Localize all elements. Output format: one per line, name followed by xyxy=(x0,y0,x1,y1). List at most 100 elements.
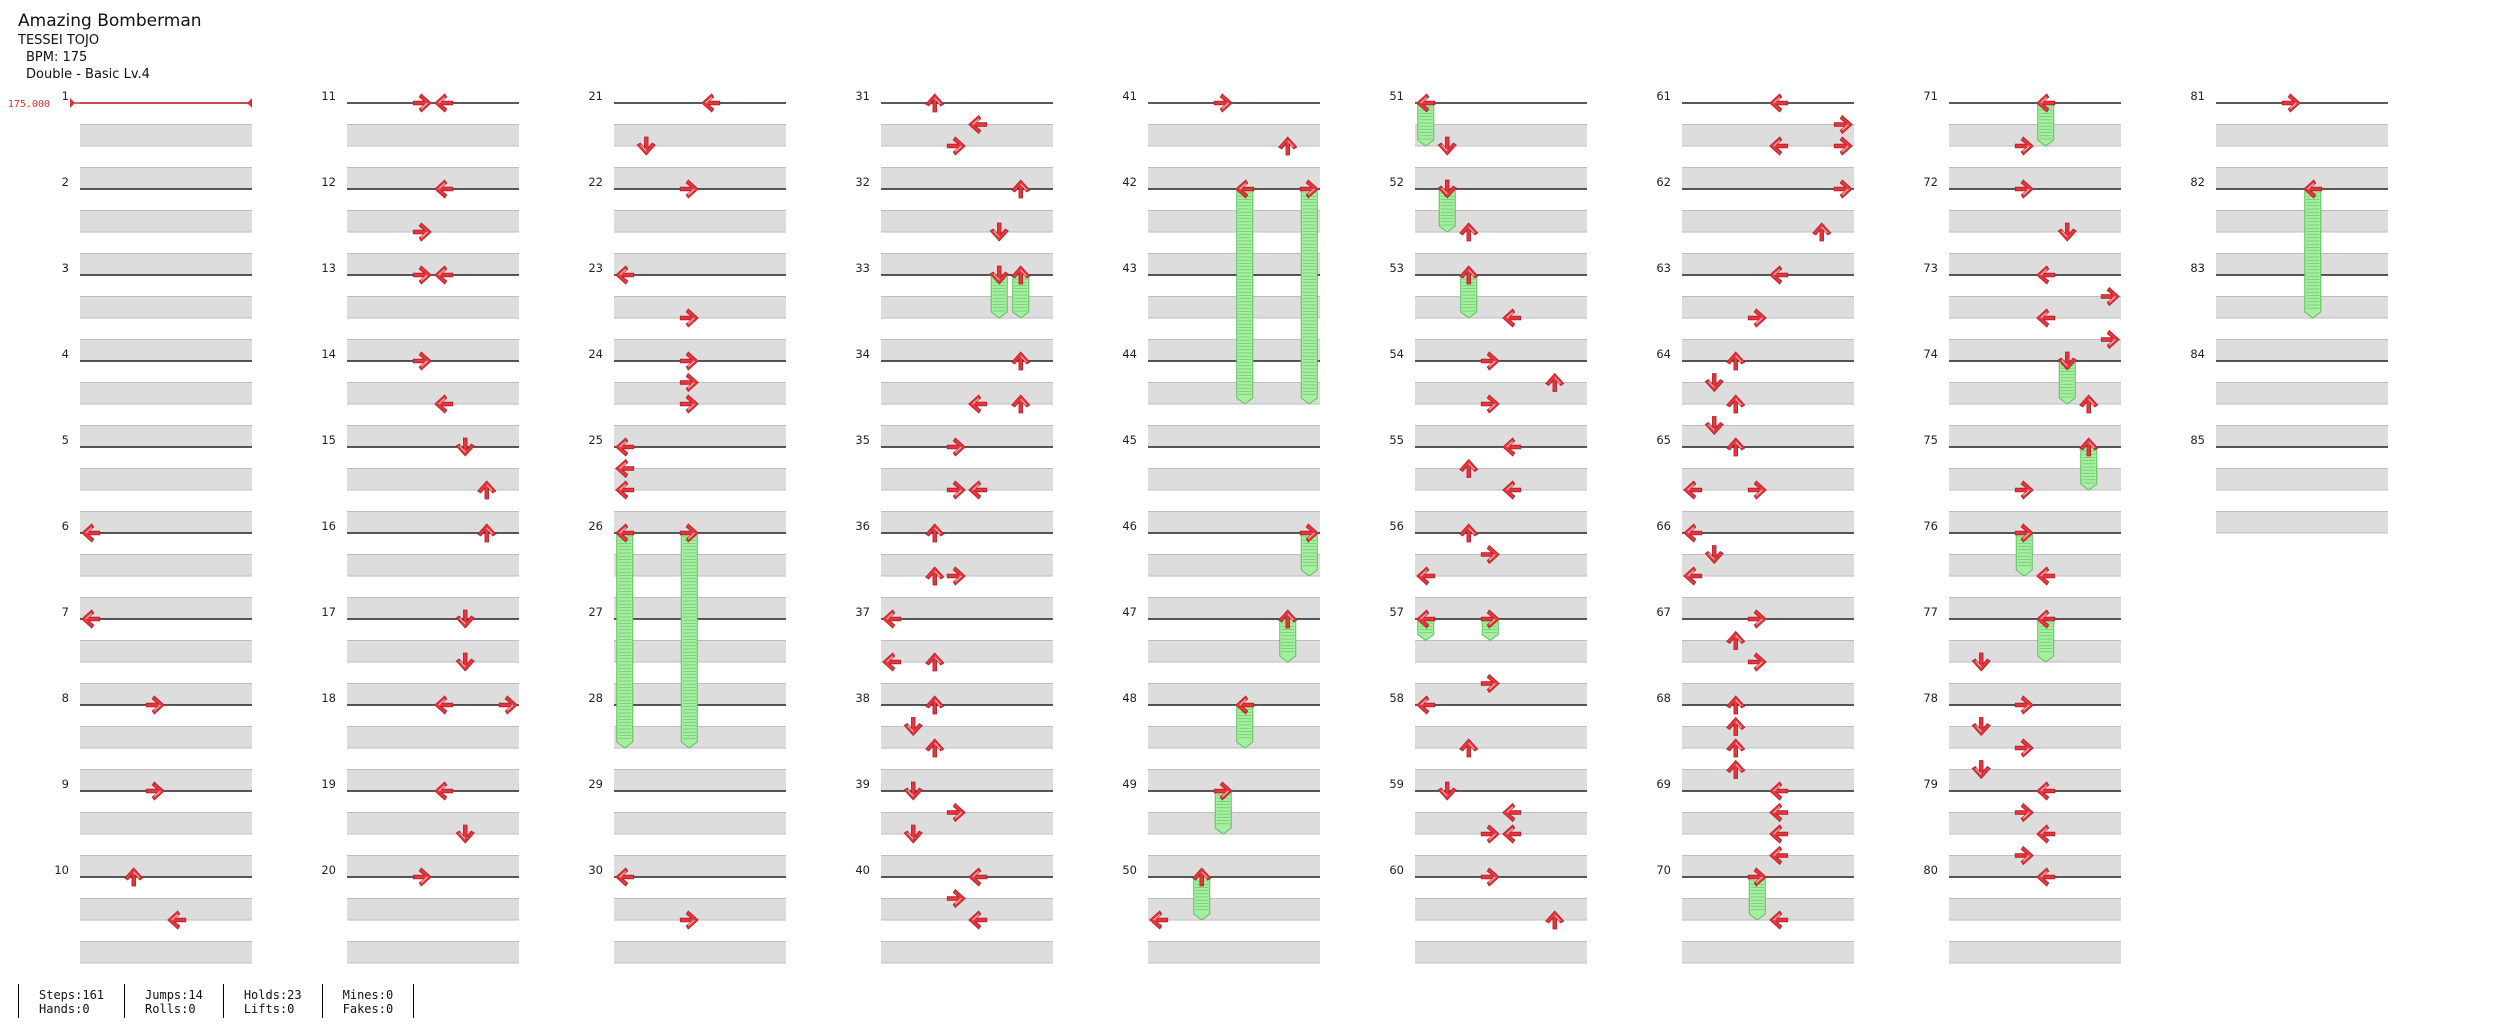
arrow-note-right-icon xyxy=(946,888,966,909)
arrow-note-left-icon xyxy=(2036,781,2056,801)
arrow-note-left-icon xyxy=(1769,93,1789,113)
measure-staff xyxy=(80,274,252,362)
arrow-note-right-icon xyxy=(1833,114,1853,135)
measure-staff xyxy=(347,188,519,276)
arrow-note-left-icon xyxy=(434,93,454,113)
stat-mines: Mines:0 xyxy=(342,988,394,1002)
measure-staff xyxy=(1148,790,1320,878)
arrow-note-up-icon xyxy=(1545,910,1565,930)
measure-number: 85 xyxy=(2190,433,2205,447)
arrow-note-right-icon xyxy=(2100,286,2120,307)
arrow-note-left-icon xyxy=(167,910,187,930)
arrow-note-right-icon xyxy=(1213,781,1233,801)
measure-staff xyxy=(1682,618,1854,706)
stat-jumps: Jumps:14 xyxy=(145,988,203,1002)
stat-steps: Steps:161 xyxy=(39,988,105,1002)
measure-staff xyxy=(1148,704,1320,792)
measure-staff xyxy=(1682,876,1854,964)
arrow-note-right-icon xyxy=(412,222,432,242)
arrow-note-left-icon xyxy=(1235,695,1255,715)
measure-number: 72 xyxy=(1923,175,1938,189)
arrow-note-left-icon xyxy=(1416,566,1436,586)
arrow-note-right-icon xyxy=(1747,480,1767,500)
arrow-note-left-icon xyxy=(2036,609,2056,629)
arrow-note-down-icon xyxy=(1971,652,1991,672)
arrow-note-down-icon xyxy=(455,824,475,844)
song-bpm: BPM: 175 xyxy=(26,50,88,65)
arrow-note-right-icon xyxy=(145,781,165,801)
arrow-note-left-icon xyxy=(434,265,454,285)
arrow-note-down-icon xyxy=(903,717,923,737)
measure-number: 73 xyxy=(1923,261,1938,275)
arrow-note-down-icon xyxy=(455,652,475,672)
arrow-note-right-icon xyxy=(2100,329,2120,350)
arrow-note-left-icon xyxy=(434,781,454,801)
measure-staff xyxy=(1682,360,1854,448)
measure-number: 26 xyxy=(588,519,603,533)
measure-number: 13 xyxy=(321,261,336,275)
measure-number: 16 xyxy=(321,519,336,533)
measure-number: 34 xyxy=(855,347,870,361)
measure-number: 67 xyxy=(1656,605,1671,619)
measure-number: 12 xyxy=(321,175,336,189)
measure-number: 6 xyxy=(62,519,69,533)
song-title: Amazing Bomberman xyxy=(18,11,202,31)
measure-number: 78 xyxy=(1923,691,1938,705)
arrow-note-right-icon xyxy=(1299,179,1319,199)
measure-staff xyxy=(1949,274,2121,362)
measure-staff xyxy=(80,532,252,620)
arrow-note-left-icon xyxy=(1683,480,1703,500)
arrow-note-right-icon xyxy=(1480,867,1500,887)
measure-number: 55 xyxy=(1389,433,1404,447)
arrow-note-up-icon xyxy=(1726,738,1746,758)
arrow-note-right-icon xyxy=(2014,179,2034,199)
measure-number: 54 xyxy=(1389,347,1404,361)
measure-number: 18 xyxy=(321,691,336,705)
arrow-note-up-icon xyxy=(1278,136,1298,156)
measure-number: 82 xyxy=(2190,175,2205,189)
measure-staff xyxy=(80,618,252,706)
arrow-note-left-icon xyxy=(615,437,635,457)
arrow-note-down-icon xyxy=(1437,781,1457,801)
measure-number: 14 xyxy=(321,347,336,361)
arrow-note-right-icon xyxy=(679,910,699,930)
measure-number: 5 xyxy=(62,433,69,447)
measure-number: 7 xyxy=(62,605,69,619)
arrow-note-up-icon xyxy=(925,738,945,758)
measure-number: 80 xyxy=(1923,863,1938,877)
measure-staff xyxy=(1415,446,1587,534)
measure-staff xyxy=(2216,102,2388,190)
measure-staff xyxy=(1949,102,2121,190)
arrow-note-left-icon xyxy=(2036,867,2056,887)
measure-staff xyxy=(881,102,1053,190)
measure-staff xyxy=(1148,532,1320,620)
measure-number: 27 xyxy=(588,605,603,619)
arrow-note-left-icon xyxy=(1769,910,1789,930)
arrow-note-up-icon xyxy=(1726,695,1746,715)
measure-staff xyxy=(1148,618,1320,706)
stats-group: Steps:161 Hands:0 xyxy=(18,984,124,1018)
arrow-note-left-icon xyxy=(615,523,635,543)
measure-staff xyxy=(347,102,519,190)
measure-staff xyxy=(614,102,786,190)
arrow-note-down-icon xyxy=(2057,351,2077,371)
arrow-note-right-icon xyxy=(946,136,966,156)
measure-number: 15 xyxy=(321,433,336,447)
arrow-note-left-icon xyxy=(1769,845,1789,866)
stat-rolls: Rolls:0 xyxy=(145,1002,196,1016)
arrow-note-left-icon xyxy=(1769,265,1789,285)
arrow-note-up-icon xyxy=(1726,351,1746,371)
measure-number: 83 xyxy=(2190,261,2205,275)
arrow-note-right-icon xyxy=(946,480,966,500)
measure-number: 20 xyxy=(321,863,336,877)
arrow-note-right-icon xyxy=(412,351,432,371)
arrow-note-left-icon xyxy=(1416,609,1436,629)
arrow-note-down-icon xyxy=(1704,373,1724,393)
measure-number: 32 xyxy=(855,175,870,189)
arrow-note-down-icon xyxy=(1971,760,1991,780)
measure-number: 19 xyxy=(321,777,336,791)
arrow-note-right-icon xyxy=(946,437,966,457)
measure-number: 35 xyxy=(855,433,870,447)
arrow-note-up-icon xyxy=(1011,265,1031,285)
arrow-note-left-icon xyxy=(615,458,635,479)
